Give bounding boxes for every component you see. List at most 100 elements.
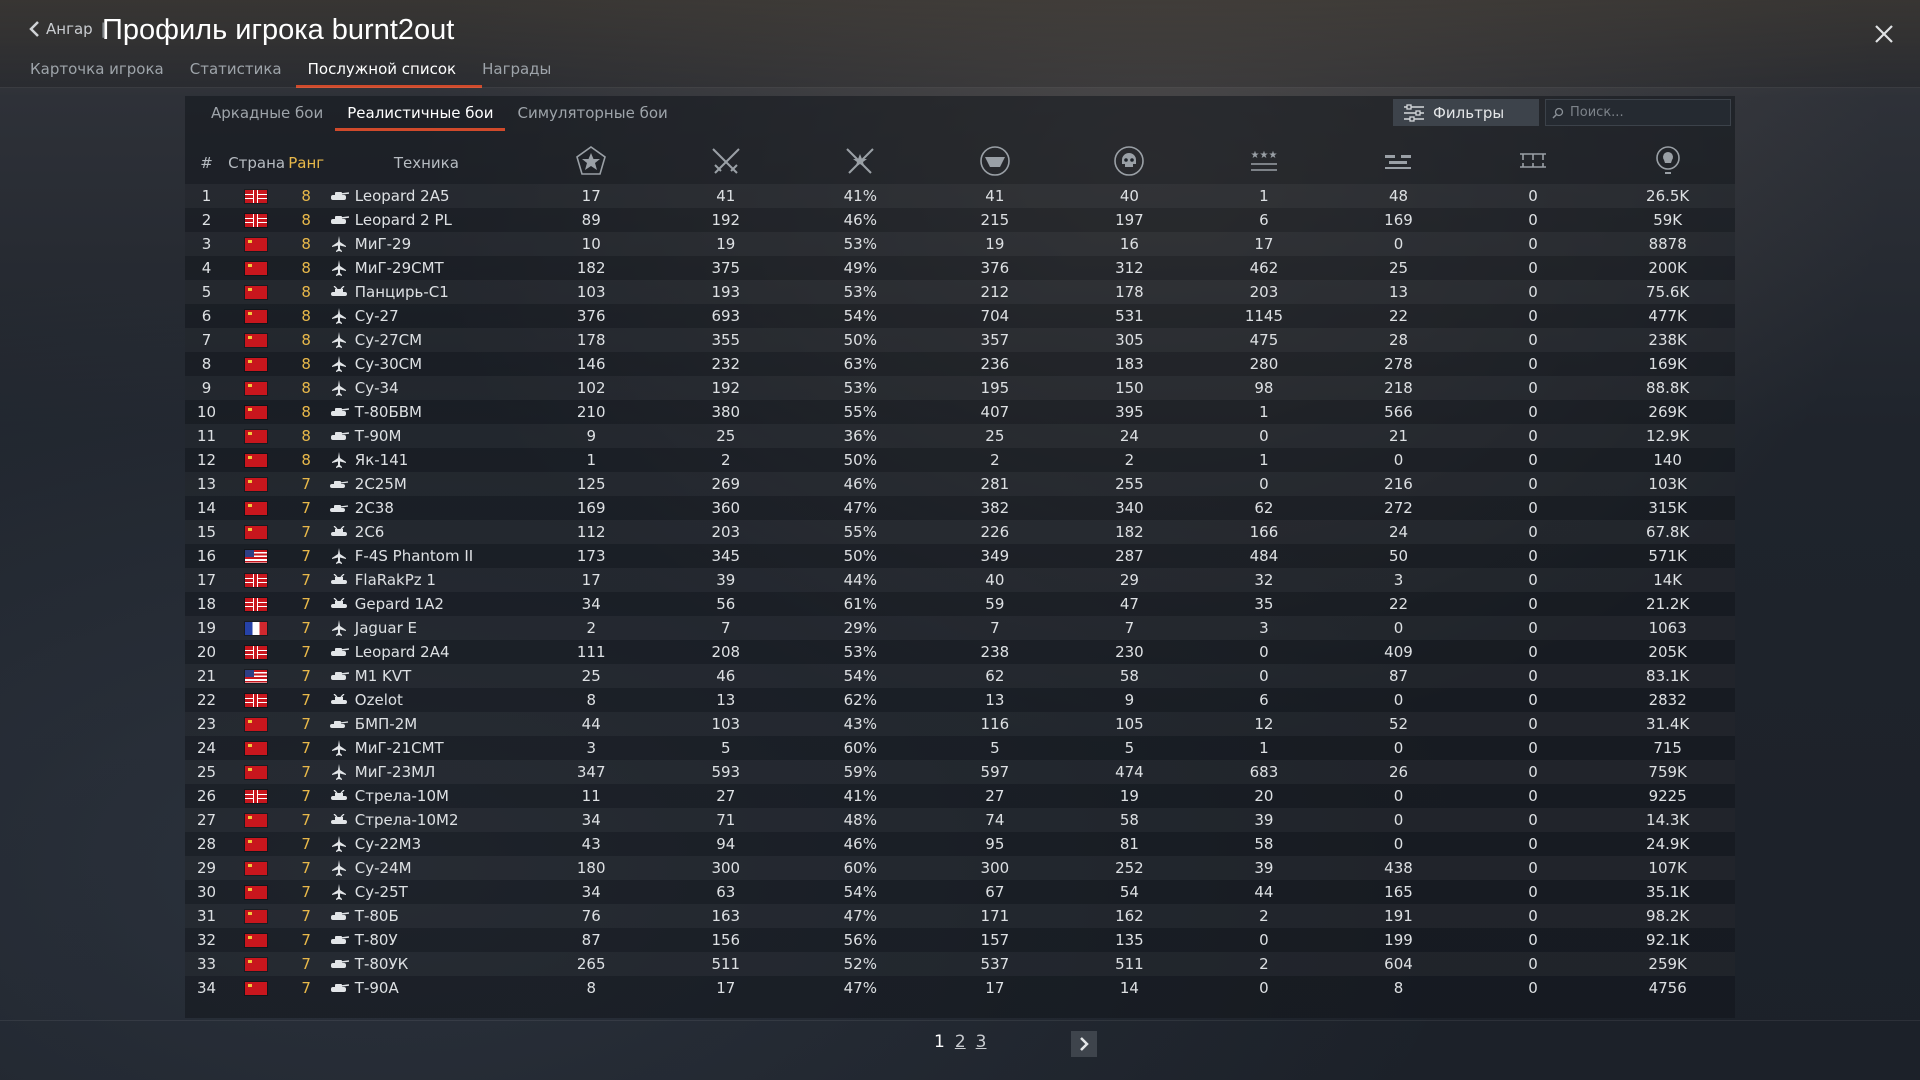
filters-button[interactable]: Фильтры — [1393, 99, 1539, 126]
air-kills-cell: 0 — [1259, 643, 1269, 661]
naval-kills-cell: 0 — [1528, 499, 1538, 517]
respawns-cell: 281 — [927, 472, 1063, 496]
close-button[interactable] — [1870, 20, 1898, 48]
table-row[interactable]: 33 7 Т-80УК 265 511 52% 537 511 2 604 0 259K — [185, 952, 1735, 976]
flag-ussr-icon — [244, 838, 267, 851]
table-row[interactable]: 3 8 МиГ-29 10 19 53% 19 16 17 0 0 8878 — [185, 232, 1735, 256]
vehicle-name: Ozelot — [354, 691, 403, 709]
table-row[interactable]: 14 7 2С38 169 360 47% 382 340 62 272 0 315K — [185, 496, 1735, 520]
table-row[interactable]: 23 7 БМП-2М 44 103 43% 116 105 12 52 0 31.4K — [185, 712, 1735, 736]
next-page-button[interactable] — [1071, 1031, 1097, 1057]
jet-icon — [329, 452, 349, 468]
naval-kills-cell: 0 — [1465, 808, 1601, 832]
table-row[interactable]: 5 8 Панцирь-С1 103 193 53% 212 178 203 13 0 75.6K — [185, 280, 1735, 304]
row-number: 19 — [185, 616, 229, 640]
table-row[interactable]: 6 8 Су-27 376 693 54% 704 531 1145 22 0 477K — [185, 304, 1735, 328]
table-row[interactable]: 24 7 МиГ-21СМТ 3 5 60% 5 5 1 0 0 715 — [185, 736, 1735, 760]
research-points-cell: 2832 — [1648, 691, 1687, 709]
col-country[interactable]: Страна — [228, 154, 286, 172]
table-row[interactable]: 25 7 МиГ-23МЛ 347 593 59% 597 474 683 26 0 759K — [185, 760, 1735, 784]
col-number[interactable]: # — [200, 154, 213, 172]
rank-cell: 7 — [283, 856, 329, 880]
respawns-cell: 195 — [927, 376, 1063, 400]
col-rank[interactable]: Ранг — [288, 154, 325, 172]
table-row[interactable]: 34 7 Т-90А 8 17 47% 17 14 0 8 0 4756 — [185, 976, 1735, 1000]
tank-icon — [329, 957, 349, 971]
footer-divider — [0, 1020, 1920, 1021]
row-number: 4 — [201, 259, 212, 277]
table-row[interactable]: 7 8 Су-27СМ 178 355 50% 357 305 475 28 0 238K — [185, 328, 1735, 352]
flag-ussr-icon — [244, 958, 267, 971]
table-row[interactable]: 15 7 2С6 112 203 55% 226 182 166 24 0 67.8K — [185, 520, 1735, 544]
vehicle-name: 2С25М — [354, 475, 407, 493]
tab-statistics[interactable]: Статистика — [189, 60, 282, 78]
flag-de-icon — [244, 574, 267, 587]
air-kills-cell: 39 — [1196, 856, 1332, 880]
search-input[interactable] — [1568, 104, 1722, 121]
ground-kills-cell: 87 — [1331, 664, 1466, 688]
col-air-kills[interactable]: ★★★ — [1197, 142, 1332, 184]
table-row[interactable]: 1 8 Leopard 2A5 17 41 41% 41 40 1 48 0 26.5K — [185, 184, 1735, 208]
tab-service-record[interactable]: Послужной список — [295, 58, 483, 88]
table-row[interactable]: 10 8 Т-80БВМ 210 380 55% 407 395 1 566 0 269K — [185, 400, 1735, 424]
aa-icon — [329, 813, 349, 827]
table-row[interactable]: 32 7 Т-80У 87 156 56% 157 135 0 199 0 92.1K — [185, 928, 1735, 952]
table-row[interactable]: 30 7 Су-25Т 34 63 54% 67 54 44 165 0 35.1K — [185, 880, 1735, 904]
table-row[interactable]: 11 8 Т-90М 9 25 36% 25 24 0 21 0 12.9K — [185, 424, 1735, 448]
battles-cell: 375 — [711, 259, 741, 277]
col-vehicle[interactable]: Техника — [393, 154, 459, 172]
battles-cell: 208 — [711, 643, 741, 661]
page-1-link[interactable]: 1 — [934, 1032, 945, 1052]
table-row[interactable]: 8 8 Су-30СМ 146 232 63% 236 183 280 278 0 169K — [185, 352, 1735, 376]
ground-kills-cell: 409 — [1384, 643, 1413, 661]
table-row[interactable]: 31 7 Т-80Б 76 163 47% 171 162 2 191 0 98.2K — [185, 904, 1735, 928]
table-row[interactable]: 4 8 МиГ-29СМТ 182 375 49% 376 312 462 25 0 200K — [185, 256, 1735, 280]
table-row[interactable]: 13 7 2С25М 125 269 46% 281 255 0 216 0 103K — [185, 472, 1735, 496]
tab-player-card[interactable]: Карточка игрока — [30, 60, 164, 78]
row-number: 21 — [185, 664, 229, 688]
row-number: 12 — [197, 451, 217, 469]
tab-realistic[interactable]: Реалистичные бои — [335, 104, 506, 131]
col-respawns[interactable] — [928, 142, 1063, 184]
jet-icon — [329, 308, 349, 324]
table-row[interactable]: 18 7 Gepard 1A2 34 56 61% 59 47 35 22 0 21.2K — [185, 592, 1735, 616]
battles-cell: 203 — [658, 520, 794, 544]
table-row[interactable]: 28 7 Су-22М3 43 94 46% 95 81 58 0 0 24.9K — [185, 832, 1735, 856]
table-row[interactable]: 16 7 F-4S Phantom II 173 345 50% 349 287 484 50 0 5… — [185, 544, 1735, 568]
table-row[interactable]: 17 7 FlaRakPz 1 17 39 44% 40 29 32 3 0 14K — [185, 568, 1735, 592]
tab-simulator[interactable]: Симуляторные бои — [517, 104, 668, 122]
tab-awards[interactable]: Награды — [482, 60, 552, 78]
col-victories[interactable] — [524, 142, 659, 184]
naval-kills-cell: 0 — [1528, 451, 1538, 469]
col-naval-kills[interactable] — [1466, 142, 1601, 184]
back-to-hangar-button[interactable]: Ангар | — [28, 20, 108, 38]
country-cell — [228, 760, 284, 784]
col-win-rate[interactable] — [793, 142, 928, 184]
flag-ussr-icon — [244, 526, 267, 539]
search-box[interactable] — [1545, 99, 1731, 126]
col-ground-kills[interactable] — [1331, 142, 1466, 184]
col-research-points[interactable] — [1600, 142, 1735, 184]
page-2-link[interactable]: 2 — [954, 1032, 966, 1052]
row-number: 8 — [201, 355, 212, 373]
table-row[interactable]: 27 7 Стрела-10М2 34 71 48% 74 58 39 0 0 14.3K — [185, 808, 1735, 832]
table-row[interactable]: 29 7 Су-24М 180 300 60% 300 252 39 438 0 107K — [185, 856, 1735, 880]
table-row[interactable]: 9 8 Су-34 102 192 53% 195 150 98 218 0 88.8K — [185, 376, 1735, 400]
page-3-link[interactable]: 3 — [975, 1032, 987, 1052]
table-row[interactable]: 20 7 Leopard 2A4 111 208 53% 238 230 0 409 0 205K — [185, 640, 1735, 664]
table-row[interactable]: 12 8 Як-141 1 2 50% 2 2 1 0 0 140 — [185, 448, 1735, 472]
table-row[interactable]: 21 7 M1 KVT 25 46 54% 62 58 0 87 0 83.1K — [185, 664, 1735, 688]
table-row[interactable]: 26 7 Стрела-10М 11 27 41% 27 19 20 0 0 9225 — [185, 784, 1735, 808]
table-row[interactable]: 22 7 Ozelot 8 13 62% 13 9 6 0 0 2832 — [185, 688, 1735, 712]
top-bar: Ангар | Профиль игрока burnt2out Карточк… — [0, 0, 1920, 88]
col-deaths[interactable] — [1062, 142, 1197, 184]
vehicle-name: БМП-2М — [354, 715, 418, 733]
air-kills-cell: 44 — [1254, 883, 1274, 901]
tab-arcade[interactable]: Аркадные бои — [211, 104, 324, 122]
table-row[interactable]: 19 7 Jaguar E 2 7 29% 7 7 3 0 0 1063 — [185, 616, 1735, 640]
table-row[interactable]: 2 8 Leopard 2 PL 89 192 46% 215 197 6 169 0 59K — [185, 208, 1735, 232]
rank-cell: 7 — [283, 760, 329, 784]
country-cell — [228, 688, 283, 712]
col-battles[interactable] — [658, 142, 793, 184]
air-kills-icon: ★★★ — [1250, 150, 1277, 171]
